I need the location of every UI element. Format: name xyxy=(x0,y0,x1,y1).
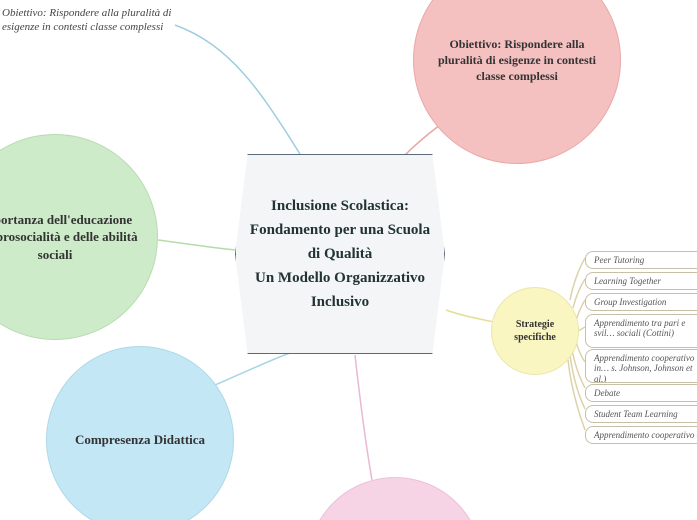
strategy-pill-4: Apprendimento cooperativo in… s. Johnson… xyxy=(585,349,697,383)
mindmap-canvas: { "canvas": { "width": 697, "height": 52… xyxy=(0,0,697,520)
connector xyxy=(570,258,585,300)
connector xyxy=(215,353,290,385)
strategy-pill-0: Peer Tutoring xyxy=(585,251,697,269)
connector xyxy=(405,125,440,155)
center-node-text: Inclusione Scolastica: Fondamento per un… xyxy=(248,194,432,314)
strategy-pill-1: Learning Together xyxy=(585,272,697,290)
connector xyxy=(578,327,585,331)
strategy-pill-3: Apprendimento tra pari e svil… sociali (… xyxy=(585,314,697,348)
connector xyxy=(570,355,585,409)
bubble-label: Strategie specifiche xyxy=(506,318,564,345)
corner-objective-note: Obiettivo: Rispondere alla pluralità di … xyxy=(2,6,202,35)
connector xyxy=(175,25,300,154)
strategy-pill-2: Group Investigation xyxy=(585,293,697,311)
connector xyxy=(446,310,494,322)
bubble-left-blue: Compresenza Didattica xyxy=(46,346,234,520)
connector xyxy=(568,360,585,430)
bubble-right-yellow: Strategie specifiche xyxy=(491,287,579,375)
bubble-left-green: Importanza dell'educazione alla prosocia… xyxy=(0,134,158,340)
bubble-bottom-pink xyxy=(307,477,483,520)
connector xyxy=(576,300,585,320)
bubble-label: Obiettivo: Rispondere alla pluralità di … xyxy=(428,36,606,85)
connector xyxy=(576,342,585,362)
strategy-pill-6: Student Team Learning xyxy=(585,405,697,423)
bubble-top-red: Obiettivo: Rispondere alla pluralità di … xyxy=(413,0,621,164)
connector xyxy=(572,350,585,388)
connector xyxy=(573,279,585,308)
strategy-pill-5: Debate xyxy=(585,384,697,402)
connector xyxy=(355,355,372,480)
bubble-label: Importanza dell'educazione alla prosocia… xyxy=(0,211,143,264)
strategy-pill-7: Apprendimento cooperativo a squ… xyxy=(585,426,697,444)
bubble-label: Compresenza Didattica xyxy=(75,431,205,449)
connector xyxy=(158,240,235,250)
center-node: Inclusione Scolastica: Fondamento per un… xyxy=(235,154,445,354)
